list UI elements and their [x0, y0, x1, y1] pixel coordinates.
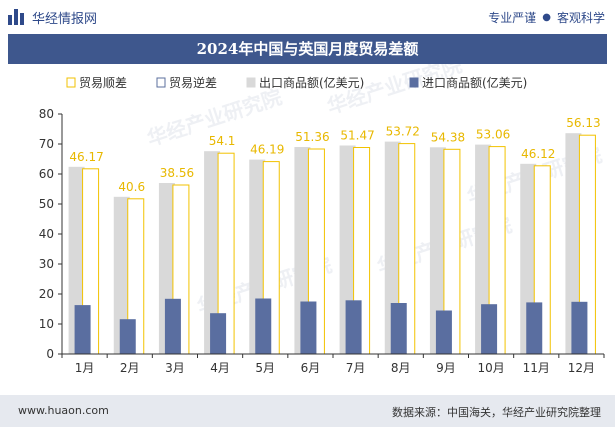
export-bar [475, 144, 492, 354]
export-bar [384, 141, 401, 354]
import-bar [164, 298, 181, 354]
y-tick-label: 10 [39, 317, 54, 331]
x-tick-label: 11月 [523, 361, 550, 375]
x-tick-label: 3月 [165, 361, 185, 375]
import-bar [119, 319, 136, 354]
x-tick-label: 6月 [301, 361, 321, 375]
footer: www.huaon.com 数据来源：中国海关，华经产业研究院整理 [0, 395, 615, 427]
y-tick-label: 80 [39, 107, 54, 121]
legend-label-4: 进口商品额(亿美元) [422, 75, 527, 90]
slogan-dot: ● [542, 12, 551, 23]
legend-swatch-1 [66, 77, 76, 88]
slogan-right: 客观科学 [556, 11, 605, 25]
surplus-data-label: 51.36 [295, 130, 329, 144]
x-tick-label: 12月 [568, 361, 595, 375]
y-tick-label: 60 [39, 167, 54, 181]
top-bar: 华经情报网 专业严谨 ● 客观科学 [0, 0, 615, 34]
export-bar [204, 151, 221, 354]
export-bar [429, 147, 446, 354]
surplus-data-label: 56.13 [566, 116, 600, 130]
import-bar [390, 303, 407, 354]
surplus-data-label: 53.72 [386, 125, 420, 139]
slogan-left: 专业严谨 [488, 11, 537, 25]
x-tick-label: 1月 [75, 361, 95, 375]
y-tick-label: 0 [46, 347, 54, 361]
y-tick-label: 50 [39, 197, 54, 211]
surplus-data-label: 53.06 [476, 128, 510, 142]
title-bar: 2024年中国与英国月度贸易差额 [8, 34, 607, 64]
surplus-data-label: 54.38 [431, 130, 465, 144]
import-bar [571, 301, 588, 354]
surplus-data-label: 46.17 [69, 150, 103, 164]
import-bar [435, 310, 452, 354]
y-tick-label: 30 [39, 257, 54, 271]
watermark-text: 华经产业研究院 [324, 64, 465, 119]
footer-source: 数据来源：中国海关，华经产业研究院整理 [392, 406, 601, 419]
brand-name: 华经情报网 [32, 11, 98, 27]
surplus-data-label: 38.56 [160, 166, 194, 180]
brand-logo-icon [8, 9, 26, 25]
x-tick-label: 2月 [120, 361, 140, 375]
legend-swatch-3 [246, 77, 256, 88]
legend: 贸易顺差 贸易逆差 出口商品额(亿美元) 进口商品额(亿美元) [66, 75, 527, 90]
import-bar [255, 298, 272, 354]
x-tick-label: 5月 [255, 361, 275, 375]
x-tick-label: 10月 [477, 361, 504, 375]
bars: 46.17 40.6 38.56 54.1 46.19 51.36 51.47 53.72 54… [68, 116, 601, 355]
bar-chart: 华经产业研究院华经产业研究院华经产业研究院华经产业研究院华经产业研究院 贸易顺差… [39, 64, 605, 375]
footer-url[interactable]: www.huaon.com [18, 404, 109, 417]
surplus-data-label: 46.12 [521, 147, 555, 161]
y-tick-label: 40 [39, 227, 54, 241]
surplus-data-label: 51.47 [340, 129, 374, 143]
chart-title: 2024年中国与英国月度贸易差额 [196, 40, 419, 58]
surplus-data-label: 54.1 [209, 134, 236, 148]
export-bar [113, 196, 130, 354]
legend-swatch-4 [409, 77, 419, 88]
x-axis: 1月 2月 3月 4月 5月 6月 7月 8月 9月 10月 11月 12月 [61, 353, 605, 375]
y-tick-label: 70 [39, 137, 54, 151]
legend-swatch-2 [156, 77, 166, 88]
x-tick-label: 7月 [346, 361, 366, 375]
import-bar [481, 304, 498, 354]
x-tick-label: 9月 [436, 361, 456, 375]
x-tick-label: 8月 [391, 361, 411, 375]
legend-label-2: 贸易逆差 [169, 75, 217, 90]
import-bar [345, 300, 362, 354]
import-bar [526, 302, 543, 354]
import-bar [210, 313, 227, 354]
x-tick-label: 4月 [210, 361, 230, 375]
legend-label-3: 出口商品额(亿美元) [259, 75, 364, 90]
export-bar [565, 133, 582, 354]
surplus-data-label: 40.6 [118, 180, 145, 194]
import-bar [300, 301, 317, 354]
slogan: 专业严谨 ● 客观科学 [488, 9, 605, 26]
y-axis: 0 10 20 30 40 50 60 70 80 [39, 107, 63, 361]
import-bar [74, 305, 91, 354]
y-tick-label: 20 [39, 287, 54, 301]
surplus-data-label: 46.19 [250, 143, 284, 157]
brand[interactable]: 华经情报网 [8, 8, 98, 27]
legend-label-1: 贸易顺差 [79, 76, 127, 90]
